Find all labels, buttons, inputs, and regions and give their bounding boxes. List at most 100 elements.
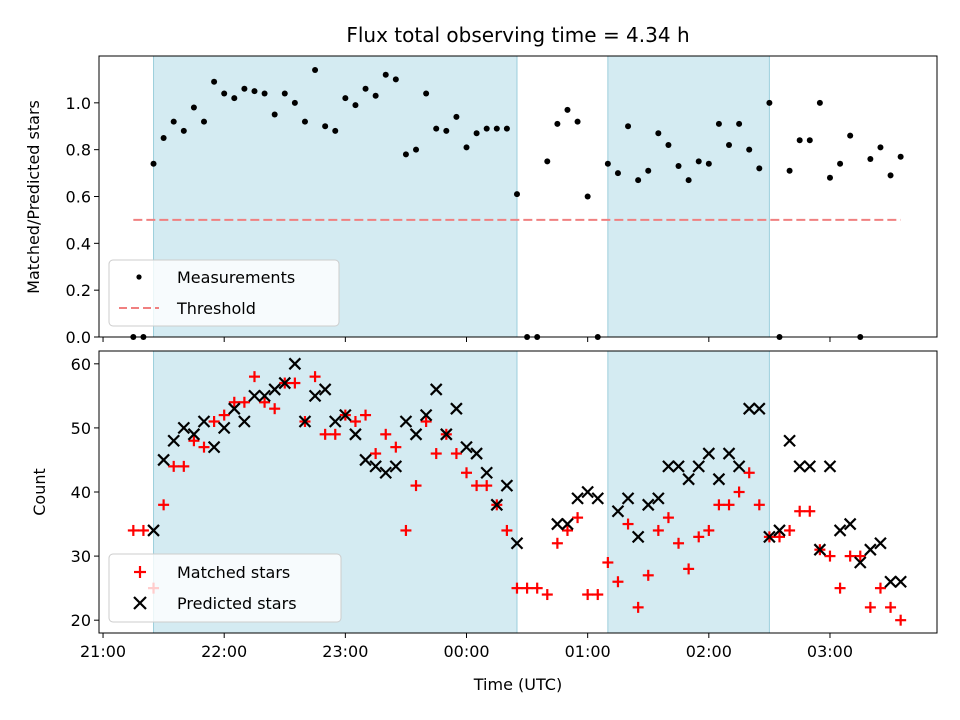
matched-star-point (481, 480, 493, 492)
matched-star-point (390, 441, 402, 453)
measurement-point (847, 132, 854, 139)
predicted-star-point (187, 428, 201, 441)
predicted-star-point (147, 524, 160, 537)
measurement-point (837, 160, 844, 167)
top-y-tick-label: 0.4 (66, 234, 91, 253)
predicted-star-point (874, 536, 887, 550)
matched-star-point (370, 448, 382, 460)
matched-star-point (380, 428, 392, 440)
predicted-star-point (702, 447, 716, 460)
predicted-star-point (722, 447, 736, 460)
predicted-star-point (490, 498, 504, 512)
measurement-point (746, 146, 753, 153)
measurement-point (665, 141, 672, 148)
predicted-star-point (652, 492, 665, 505)
measurement-point (271, 111, 278, 118)
measurement-point (564, 106, 571, 113)
predicted-star-point (359, 453, 372, 467)
matched-star-point (228, 396, 240, 408)
predicted-star-point (389, 460, 403, 473)
matched-star-point (723, 499, 735, 511)
measurement-point (382, 71, 389, 78)
matched-star-point (582, 589, 594, 601)
matched-star-point (652, 524, 664, 536)
predicted-star-point (712, 472, 726, 486)
matched-star-point (895, 614, 907, 626)
matched-star-point (602, 557, 614, 568)
matched-star-point (450, 448, 462, 460)
measurement-point (221, 90, 228, 97)
predicted-star-point (813, 543, 827, 556)
measurement-point (685, 177, 692, 184)
matched-legend-label: Matched stars (177, 563, 290, 582)
top-y-axis: 0.0 0.2 0.4 0.6 0.8 1.0 (66, 94, 99, 347)
shaded-region (607, 351, 770, 633)
measurement-point (342, 95, 349, 102)
threshold-legend-label: Threshold (176, 299, 256, 318)
matched-star-point (329, 428, 341, 440)
measurement-point (604, 160, 611, 167)
matched-star-point (753, 499, 765, 511)
measurement-point (726, 141, 733, 148)
matched-star-point (218, 409, 230, 421)
measurement-point (867, 156, 874, 163)
measurement-point (322, 123, 329, 130)
measurement-point (312, 67, 319, 74)
predicted-star-point (641, 498, 655, 512)
measurement-point (625, 123, 632, 130)
predicted-star-point (339, 408, 352, 422)
measurement-point (554, 120, 561, 127)
measurement-point (756, 165, 763, 172)
x-tick-label: 01:00 (565, 642, 611, 661)
bottom-y-tick-label: 40 (71, 483, 91, 502)
measurement-point (402, 151, 409, 158)
predicted-star-point (763, 530, 776, 544)
matched-star-point (309, 371, 321, 383)
predicted-star-point (631, 530, 645, 544)
predicted-star-point (268, 383, 281, 396)
predicted-star-point (773, 524, 786, 537)
measurement-point (766, 99, 773, 106)
predicted-star-point (217, 421, 231, 435)
measurement-point (483, 125, 490, 132)
matched-star-point (531, 582, 543, 594)
top-legend: Measurements Threshold (108, 259, 340, 327)
x-tick-label: 00:00 (443, 642, 489, 661)
measurement-point (261, 90, 268, 97)
predicted-star-point (833, 524, 847, 537)
predicted-star-point (308, 389, 322, 403)
measurement-point (433, 125, 440, 132)
matched-star-point (561, 524, 573, 536)
predicted-star-point (581, 485, 594, 499)
measurement-point (160, 134, 167, 141)
predicted-star-point (288, 357, 302, 371)
measurement-point (332, 127, 339, 134)
matched-star-point (612, 576, 624, 588)
matched-star-point (662, 512, 674, 524)
measurement-point (473, 130, 480, 137)
predicted-star-point (571, 492, 584, 505)
bottom-y-tick-label: 60 (71, 355, 91, 374)
measurement-point (241, 85, 248, 92)
predicted-star-point (561, 517, 574, 531)
matched-star-point (349, 416, 361, 427)
matched-star-point (743, 467, 755, 479)
measurement-point (443, 127, 450, 134)
matched-star-point (693, 531, 705, 543)
predicted-star-point (238, 415, 251, 428)
predicted-star-point (157, 453, 170, 467)
matched-star-point (683, 563, 695, 575)
predicted-star-point (500, 479, 514, 492)
bottom-y-axis: 20 30 40 50 60 (71, 355, 99, 630)
measurement-point (251, 88, 258, 95)
predicted-star-point (470, 447, 483, 460)
matched-star-point (592, 589, 604, 601)
predicted-star-point (732, 460, 746, 473)
x-tick-label: 03:00 (807, 642, 853, 661)
matched-star-point (804, 505, 816, 517)
predicted-star-point (853, 556, 867, 569)
matched-star-point (420, 416, 432, 427)
top-shaded-regions (153, 56, 770, 337)
top-y-tick-label: 1.0 (66, 94, 91, 113)
